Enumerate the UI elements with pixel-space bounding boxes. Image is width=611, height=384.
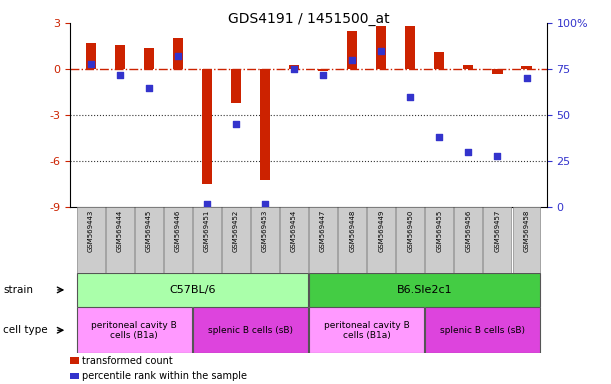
Text: GSM569456: GSM569456	[466, 209, 471, 252]
Point	[231, 121, 241, 127]
Point	[173, 53, 183, 59]
Bar	[193, 207, 221, 273]
Bar	[70, 357, 79, 364]
Bar	[492, 69, 502, 74]
Point	[492, 153, 502, 159]
Bar	[397, 207, 424, 273]
Bar	[376, 26, 386, 69]
Text: percentile rank within the sample: percentile rank within the sample	[82, 371, 247, 381]
Point	[522, 75, 532, 81]
Bar	[338, 207, 366, 273]
Bar	[173, 38, 183, 69]
Bar	[135, 207, 163, 273]
Text: GSM569458: GSM569458	[524, 209, 530, 252]
Bar	[106, 207, 134, 273]
Bar	[425, 307, 541, 353]
Bar	[76, 307, 192, 353]
Point	[376, 48, 386, 54]
Bar	[202, 69, 212, 184]
Bar	[309, 307, 424, 353]
Bar	[144, 48, 154, 69]
Bar	[251, 207, 279, 273]
Bar	[260, 69, 270, 180]
Bar	[115, 45, 125, 69]
Text: GSM569457: GSM569457	[494, 209, 500, 252]
Text: splenic B cells (sB): splenic B cells (sB)	[441, 326, 525, 335]
Text: GSM569454: GSM569454	[291, 209, 297, 252]
Bar	[76, 273, 308, 307]
Bar	[280, 207, 308, 273]
Bar	[483, 207, 511, 273]
Bar	[513, 207, 541, 273]
Text: GSM569448: GSM569448	[349, 209, 355, 252]
Text: peritoneal cavity B
cells (B1a): peritoneal cavity B cells (B1a)	[91, 321, 177, 340]
Bar	[222, 207, 250, 273]
Point	[347, 57, 357, 63]
Text: GSM569447: GSM569447	[320, 209, 326, 252]
Bar	[309, 273, 541, 307]
Bar	[70, 372, 79, 379]
Text: GSM569444: GSM569444	[117, 209, 123, 252]
Bar	[309, 207, 337, 273]
Point	[86, 61, 95, 67]
Point	[202, 200, 212, 207]
Bar	[318, 69, 328, 71]
Text: GSM569446: GSM569446	[175, 209, 181, 252]
Text: cell type: cell type	[3, 325, 48, 335]
Bar	[231, 69, 241, 103]
Bar	[463, 65, 474, 69]
Bar	[289, 65, 299, 69]
Text: GSM569452: GSM569452	[233, 209, 239, 252]
Text: GSM569450: GSM569450	[408, 209, 413, 252]
Text: B6.Sle2c1: B6.Sle2c1	[397, 285, 453, 295]
Bar	[405, 26, 415, 69]
Point	[144, 84, 153, 91]
Bar	[367, 207, 395, 273]
Bar	[86, 43, 96, 69]
Text: strain: strain	[3, 285, 33, 295]
Point	[405, 94, 415, 100]
Bar	[425, 207, 453, 273]
Text: GSM569449: GSM569449	[378, 209, 384, 252]
Text: GSM569455: GSM569455	[436, 209, 442, 252]
Bar	[164, 207, 192, 273]
Text: C57BL/6: C57BL/6	[169, 285, 216, 295]
Point	[464, 149, 474, 155]
Text: GDS4191 / 1451500_at: GDS4191 / 1451500_at	[228, 12, 389, 25]
Text: transformed count: transformed count	[82, 356, 173, 366]
Point	[318, 71, 328, 78]
Bar	[76, 207, 104, 273]
Point	[434, 134, 444, 141]
Text: GSM569443: GSM569443	[87, 209, 93, 252]
Text: peritoneal cavity B
cells (B1a): peritoneal cavity B cells (B1a)	[324, 321, 409, 340]
Bar	[521, 66, 532, 69]
Text: splenic B cells (sB): splenic B cells (sB)	[208, 326, 293, 335]
Point	[260, 200, 270, 207]
Text: GSM569453: GSM569453	[262, 209, 268, 252]
Bar	[455, 207, 482, 273]
Bar	[434, 52, 444, 69]
Bar	[193, 307, 308, 353]
Bar	[347, 31, 357, 69]
Point	[115, 71, 125, 78]
Text: GSM569445: GSM569445	[146, 209, 152, 252]
Point	[289, 66, 299, 72]
Text: GSM569451: GSM569451	[204, 209, 210, 252]
